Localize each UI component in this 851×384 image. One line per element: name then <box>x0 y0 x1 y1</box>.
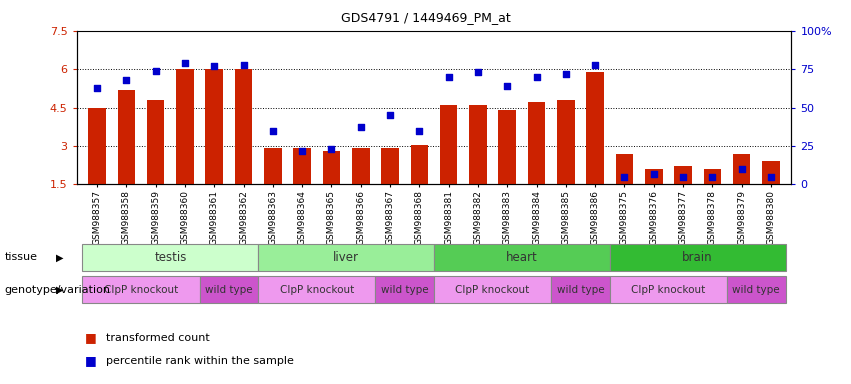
Point <box>208 63 221 69</box>
Text: ▶: ▶ <box>56 252 64 262</box>
Text: transformed count: transformed count <box>106 333 210 343</box>
Point <box>529 74 543 80</box>
Bar <box>147 100 164 184</box>
Bar <box>528 103 545 184</box>
Bar <box>352 149 369 184</box>
Point <box>354 124 368 131</box>
Bar <box>434 276 551 303</box>
Bar <box>258 276 375 303</box>
Point <box>471 69 485 75</box>
Text: ClpP knockout: ClpP knockout <box>280 285 354 295</box>
Text: ClpP knockout: ClpP knockout <box>455 285 529 295</box>
Text: percentile rank within the sample: percentile rank within the sample <box>106 356 294 366</box>
Bar <box>294 149 311 184</box>
Bar <box>375 276 434 303</box>
Text: wild type: wild type <box>205 285 253 295</box>
Bar <box>89 108 106 184</box>
Text: wild type: wild type <box>381 285 429 295</box>
Bar <box>586 72 604 184</box>
Bar <box>551 276 610 303</box>
Text: ▶: ▶ <box>56 285 64 295</box>
Bar <box>499 110 516 184</box>
Bar <box>117 89 135 184</box>
Bar <box>615 154 633 184</box>
Bar <box>557 100 574 184</box>
Point <box>266 127 280 134</box>
Point <box>295 147 309 154</box>
Text: heart: heart <box>506 251 538 264</box>
Bar <box>264 149 282 184</box>
Bar <box>610 276 727 303</box>
Text: wild type: wild type <box>733 285 780 295</box>
Text: liver: liver <box>333 251 359 264</box>
Bar <box>733 154 751 184</box>
Bar <box>440 105 458 184</box>
Bar <box>674 166 692 184</box>
Point <box>734 166 748 172</box>
Point <box>559 71 573 77</box>
Point <box>178 60 191 66</box>
Bar <box>645 169 663 184</box>
Bar <box>83 244 258 271</box>
Text: ■: ■ <box>85 331 101 344</box>
Point <box>442 74 455 80</box>
Point <box>120 77 134 83</box>
Point <box>325 146 339 152</box>
Point <box>588 61 602 68</box>
Point <box>237 61 250 68</box>
Bar <box>323 151 340 184</box>
Point <box>677 174 690 180</box>
Bar <box>469 105 487 184</box>
Bar <box>205 69 223 184</box>
Bar <box>176 69 194 184</box>
Point <box>705 174 719 180</box>
Text: ClpP knockout: ClpP knockout <box>104 285 178 295</box>
Text: wild type: wild type <box>557 285 604 295</box>
Point <box>90 84 104 91</box>
Bar <box>200 276 258 303</box>
Bar <box>434 244 610 271</box>
Text: ■: ■ <box>85 354 101 367</box>
Bar <box>258 244 434 271</box>
Bar <box>83 276 200 303</box>
Point <box>764 174 778 180</box>
Point <box>647 170 660 177</box>
Text: GDS4791 / 1449469_PM_at: GDS4791 / 1449469_PM_at <box>340 12 511 25</box>
Bar <box>762 161 780 184</box>
Point <box>618 174 631 180</box>
Bar <box>704 169 721 184</box>
Text: genotype/variation: genotype/variation <box>4 285 111 295</box>
Bar <box>610 244 785 271</box>
Bar <box>727 276 785 303</box>
Bar <box>410 145 428 184</box>
Text: brain: brain <box>683 251 713 264</box>
Point <box>500 83 514 89</box>
Point <box>413 127 426 134</box>
Point <box>383 112 397 118</box>
Point <box>149 68 163 74</box>
Bar <box>381 149 399 184</box>
Text: testis: testis <box>154 251 186 264</box>
Bar <box>235 69 253 184</box>
Text: tissue: tissue <box>4 252 37 262</box>
Text: ClpP knockout: ClpP knockout <box>631 285 705 295</box>
